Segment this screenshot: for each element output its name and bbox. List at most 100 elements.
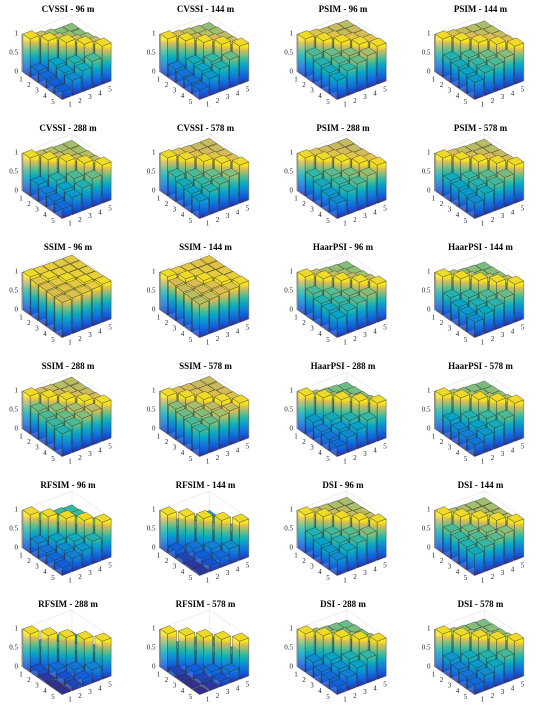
bar-right-face — [160, 390, 168, 435]
x-tick-label: 5 — [326, 455, 330, 463]
bar-top-face — [321, 64, 339, 74]
bar-right-face — [435, 152, 443, 197]
x-tick-label: 5 — [464, 693, 468, 701]
z-tick-label: 0.5 — [9, 287, 18, 295]
bar-top-face — [451, 179, 468, 189]
bar-left-face — [366, 530, 377, 565]
bar-left-face — [81, 290, 92, 331]
y-tick-label: 1 — [481, 339, 485, 347]
x-tick-label: 5 — [326, 574, 330, 582]
y-tick-label: 5 — [108, 205, 112, 213]
bar-top-face — [184, 74, 201, 84]
y-tick-label: 1 — [481, 458, 485, 466]
subplot-title: CVSSI - 96 m — [42, 4, 95, 14]
bar-top-face — [232, 275, 249, 285]
bar-top-face — [475, 138, 492, 148]
x-tick-label: 1 — [432, 75, 436, 83]
bar-left-face — [336, 314, 347, 338]
bar-left-face — [376, 399, 387, 442]
y-tick-label: 5 — [246, 205, 250, 213]
bar-top-face — [461, 170, 478, 180]
x-tick-label: 3 — [173, 206, 177, 214]
bar-left-face — [484, 310, 494, 334]
bar-top-face — [204, 52, 221, 62]
bar-top-face — [443, 172, 460, 182]
bar — [467, 313, 484, 338]
y-tick-label: 2 — [353, 692, 357, 700]
y-tick-label: 5 — [108, 443, 112, 451]
x-tick-label: 5 — [464, 217, 468, 225]
subplot-title: CVSSI - 288 m — [39, 123, 97, 133]
x-tick-label: 4 — [456, 330, 460, 338]
x-tick-label: 4 — [181, 211, 185, 219]
bar-left-face — [229, 407, 239, 446]
y-tick-label: 2 — [491, 216, 495, 224]
x-tick-label: 4 — [456, 687, 460, 695]
x-tick-label: 4 — [43, 449, 47, 457]
x-tick-label: 5 — [189, 336, 193, 344]
bar-top-face — [178, 270, 195, 280]
y-tick-label: 5 — [521, 681, 525, 689]
floor-edge — [159, 190, 250, 220]
bar-left-face — [356, 539, 367, 569]
bar-top-face — [84, 52, 102, 62]
bar-top-face — [160, 268, 177, 278]
y-tick-label: 4 — [373, 684, 377, 692]
z-tick-label: 0.5 — [147, 287, 156, 295]
z-tick-label: 0 — [152, 425, 156, 433]
z-tick-label: 0.5 — [147, 644, 156, 652]
x-tick-label: 4 — [456, 211, 460, 219]
x-tick-label: 5 — [51, 693, 55, 701]
bar — [54, 425, 72, 457]
z-tick-label: 0 — [15, 68, 19, 76]
bar-top-face — [54, 293, 72, 303]
bar-right-face — [22, 628, 31, 673]
bar-right-face — [168, 280, 176, 321]
x-tick-label: 1 — [157, 75, 161, 83]
bar-top-face — [351, 35, 369, 45]
y-tick-label: 3 — [88, 212, 92, 220]
x-tick-label: 4 — [318, 211, 322, 219]
bar-top-face — [42, 262, 60, 271]
bar-right-face — [435, 390, 443, 435]
y-tick-label: 4 — [511, 446, 515, 454]
y-tick-label: 4 — [236, 565, 240, 573]
y-tick-label: 1 — [481, 101, 485, 109]
bar-top-face — [184, 289, 201, 299]
x-tick-label: 3 — [35, 444, 39, 452]
bar-top-face — [64, 188, 82, 198]
bar-right-face — [435, 509, 443, 554]
z-tick-label: 1 — [427, 506, 431, 514]
bar-left-face — [239, 42, 249, 85]
x-tick-label: 5 — [326, 98, 330, 106]
bar-top-face — [467, 73, 484, 83]
x-tick-label: 3 — [448, 444, 452, 452]
bar-top-face — [46, 192, 64, 202]
bar-top-face — [60, 263, 78, 273]
bar-top-face — [507, 156, 524, 166]
y-tick-label: 2 — [353, 216, 357, 224]
bar-top-face — [40, 32, 58, 42]
x-tick-label: 3 — [35, 325, 39, 333]
x-tick-label: 2 — [440, 676, 444, 684]
bar-top-face — [194, 175, 211, 185]
bar-top-face — [184, 185, 201, 195]
y-tick-label: 5 — [108, 681, 112, 689]
bar-top-face — [313, 56, 331, 66]
bar-left-face — [376, 42, 387, 85]
bar-right-face — [184, 419, 192, 452]
y-tick-label: 3 — [363, 331, 367, 339]
bar-top-face — [497, 168, 514, 178]
bar-left-face — [376, 280, 387, 323]
bar-top-face — [331, 175, 349, 185]
bar-top-face — [339, 62, 357, 72]
bar-top-face — [435, 149, 452, 159]
subplot-title: CVSSI - 144 m — [177, 4, 235, 14]
bar-top-face — [222, 168, 239, 177]
x-tick-label: 3 — [173, 563, 177, 571]
y-tick-label: 1 — [68, 696, 72, 704]
bar-right-face — [30, 406, 39, 440]
